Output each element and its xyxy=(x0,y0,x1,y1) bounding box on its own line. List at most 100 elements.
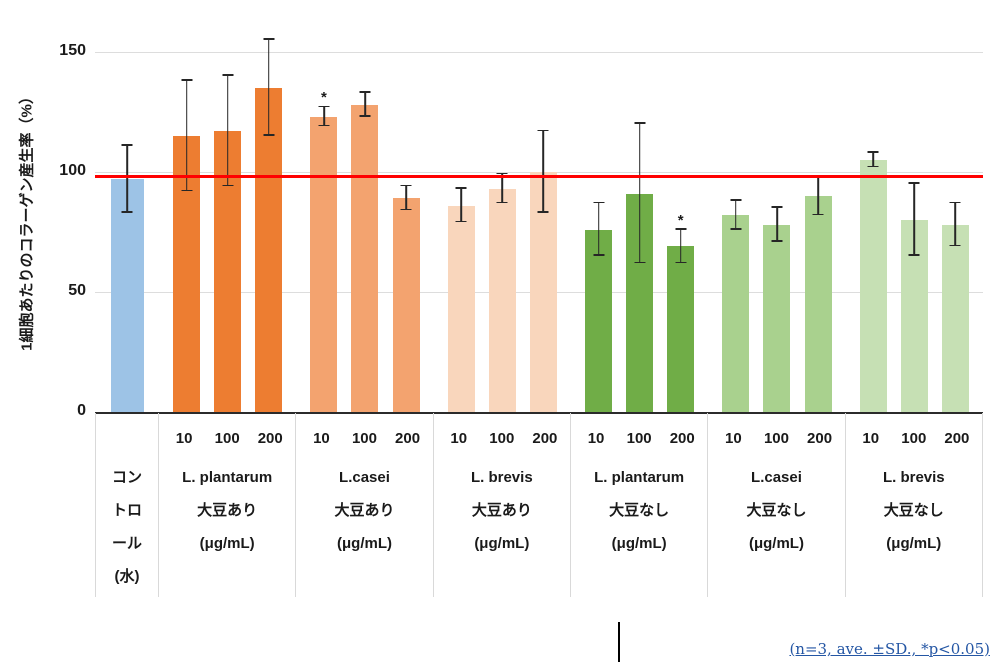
error-bar-bottom-cap xyxy=(455,220,467,223)
group-label-line: (μg/mL) xyxy=(474,535,530,552)
bar-group-l-brevis-no-soy xyxy=(846,28,983,412)
bar-group-l-plantarum-soy xyxy=(159,28,296,412)
error-bar xyxy=(126,145,128,213)
concentration-label: 10 xyxy=(587,430,605,447)
category-cell-l-brevis-no-soy: 10 100 200 L. brevis 大豆なし (μg/mL) xyxy=(846,413,983,597)
concentration-label: 200 xyxy=(944,430,970,447)
bar-slot xyxy=(255,28,283,412)
error-bar xyxy=(542,131,545,213)
bar-slot xyxy=(351,28,379,412)
error-bar-top-cap xyxy=(222,74,234,76)
bar-slot xyxy=(392,28,420,412)
bar-slot xyxy=(173,28,201,412)
bar-slot xyxy=(585,28,613,412)
group-label-line: (μg/mL) xyxy=(199,535,255,552)
bar xyxy=(392,198,420,412)
concentration-label: 200 xyxy=(395,430,421,447)
concentration-label: 100 xyxy=(763,430,789,447)
error-bar-bottom-cap xyxy=(908,254,920,256)
bar-slot xyxy=(626,28,654,412)
error-bar-bottom-cap xyxy=(867,165,879,168)
bar-slot xyxy=(110,28,144,412)
plot-area: * * xyxy=(95,28,983,414)
concentration-row: 10 100 200 xyxy=(159,427,295,461)
concentration-label: 200 xyxy=(669,430,695,447)
group-label-line: 大豆あり xyxy=(334,502,395,519)
error-bar-top-cap xyxy=(121,144,133,146)
bar-slot xyxy=(859,28,887,412)
error-bar xyxy=(872,152,875,168)
error-bar-top-cap xyxy=(400,184,412,187)
error-bar-bottom-cap xyxy=(121,211,133,213)
bar-slot: * xyxy=(667,28,695,412)
bar-group-l-casei-no-soy xyxy=(708,28,845,412)
error-bar xyxy=(226,76,229,187)
concentration-label: 100 xyxy=(626,430,652,447)
bar-groups: * * xyxy=(95,28,983,412)
group-label-line: コン xyxy=(111,469,142,486)
y-tick-label: 50 xyxy=(68,282,86,299)
stats-note-link[interactable]: (n=3, ave. ±SD., *p<0.05) xyxy=(789,640,990,658)
error-bar xyxy=(323,107,325,127)
bar xyxy=(351,104,379,412)
error-bar-top-cap xyxy=(537,129,549,132)
error-bar-top-cap xyxy=(318,105,330,108)
group-label-line: (μg/mL) xyxy=(748,535,804,552)
bar xyxy=(859,160,887,412)
error-bar-top-cap xyxy=(771,206,783,208)
error-bar-bottom-cap xyxy=(593,254,605,256)
group-label-line: L. brevis xyxy=(470,469,533,486)
error-bar xyxy=(267,40,270,136)
error-bar-top-cap xyxy=(949,201,961,204)
group-label-line: 大豆なし xyxy=(883,502,944,519)
bar xyxy=(447,205,475,412)
concentration-label: 100 xyxy=(214,430,240,447)
bar-slot xyxy=(763,28,791,412)
error-bar xyxy=(185,80,188,192)
category-cell-l-plantarum-soy: 10 100 200 L. plantarum 大豆あり (μg/mL) xyxy=(159,413,297,597)
error-bar-top-cap xyxy=(634,122,646,124)
error-bar-bottom-cap xyxy=(949,244,961,247)
error-bar-top-cap xyxy=(730,199,742,201)
concentration-row: 10 100 200 xyxy=(571,427,707,461)
error-bar xyxy=(913,184,916,256)
bar xyxy=(804,196,832,412)
bar-group-l-casei-soy: * xyxy=(296,28,433,412)
concentration-label: 10 xyxy=(175,430,193,447)
bar xyxy=(763,224,791,412)
error-bar xyxy=(597,203,600,256)
group-label-line: トロ xyxy=(111,502,142,519)
error-bar-bottom-cap xyxy=(812,213,824,216)
bar-slot: * xyxy=(310,28,338,412)
y-tick-label: 150 xyxy=(59,42,86,59)
concentration-label: 10 xyxy=(313,430,330,447)
error-bar-bottom-cap xyxy=(263,134,275,136)
group-label-line: (μg/mL) xyxy=(611,535,667,552)
concentration-label: 10 xyxy=(862,430,880,447)
group-label-line: 大豆あり xyxy=(197,502,258,519)
error-bar xyxy=(405,186,407,211)
error-bar-top-cap xyxy=(675,228,687,230)
y-tick-label: 100 xyxy=(59,162,86,179)
error-bar-top-cap xyxy=(908,182,920,184)
bar-group-control-water xyxy=(95,28,159,412)
error-bar-bottom-cap xyxy=(496,201,508,204)
error-bar xyxy=(638,124,641,264)
error-bar-bottom-cap xyxy=(634,261,646,264)
concentration-label: 200 xyxy=(532,430,558,447)
group-label-line: L.casei xyxy=(339,469,390,486)
concentration-row: 10 100 200 xyxy=(708,427,844,461)
concentration-label: 100 xyxy=(901,430,927,447)
concentration-label: 10 xyxy=(725,430,742,447)
error-bar-top-cap xyxy=(867,151,879,153)
group-label-line: L. brevis xyxy=(882,469,945,486)
error-bar-bottom-cap xyxy=(318,124,330,127)
x-axis-category-labels: コン トロ ール (水) 10 100 200 L. plantarum 大豆あり (μg/mL)… xyxy=(95,413,983,597)
y-tick-label: 0 xyxy=(77,402,86,419)
concentration-label: 200 xyxy=(807,430,833,447)
category-cell-control-water: コン トロ ール (水) xyxy=(95,413,159,597)
category-cell-l-brevis-soy: 10 100 200 L. brevis 大豆あり (μg/mL) xyxy=(434,413,571,597)
error-bar-bottom-cap xyxy=(181,189,193,192)
bar-group-l-brevis-soy xyxy=(434,28,571,412)
bar-slot xyxy=(941,28,969,412)
